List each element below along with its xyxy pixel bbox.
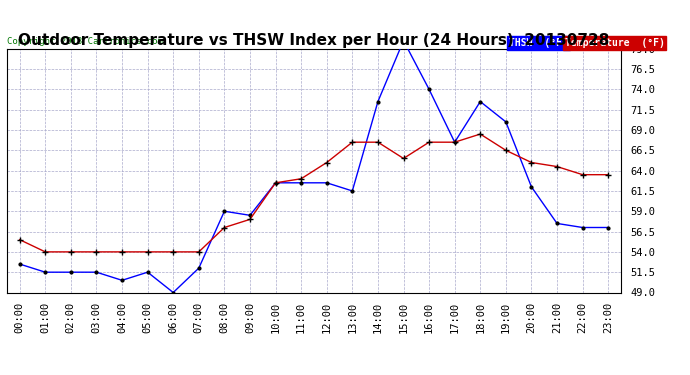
Text: Temperature  (°F): Temperature (°F) [564, 38, 664, 48]
Title: Outdoor Temperature vs THSW Index per Hour (24 Hours)  20130728: Outdoor Temperature vs THSW Index per Ho… [18, 33, 610, 48]
Text: THSW  (°F): THSW (°F) [509, 38, 568, 48]
Text: Copyright 2013 Cartronics.com: Copyright 2013 Cartronics.com [7, 38, 163, 46]
